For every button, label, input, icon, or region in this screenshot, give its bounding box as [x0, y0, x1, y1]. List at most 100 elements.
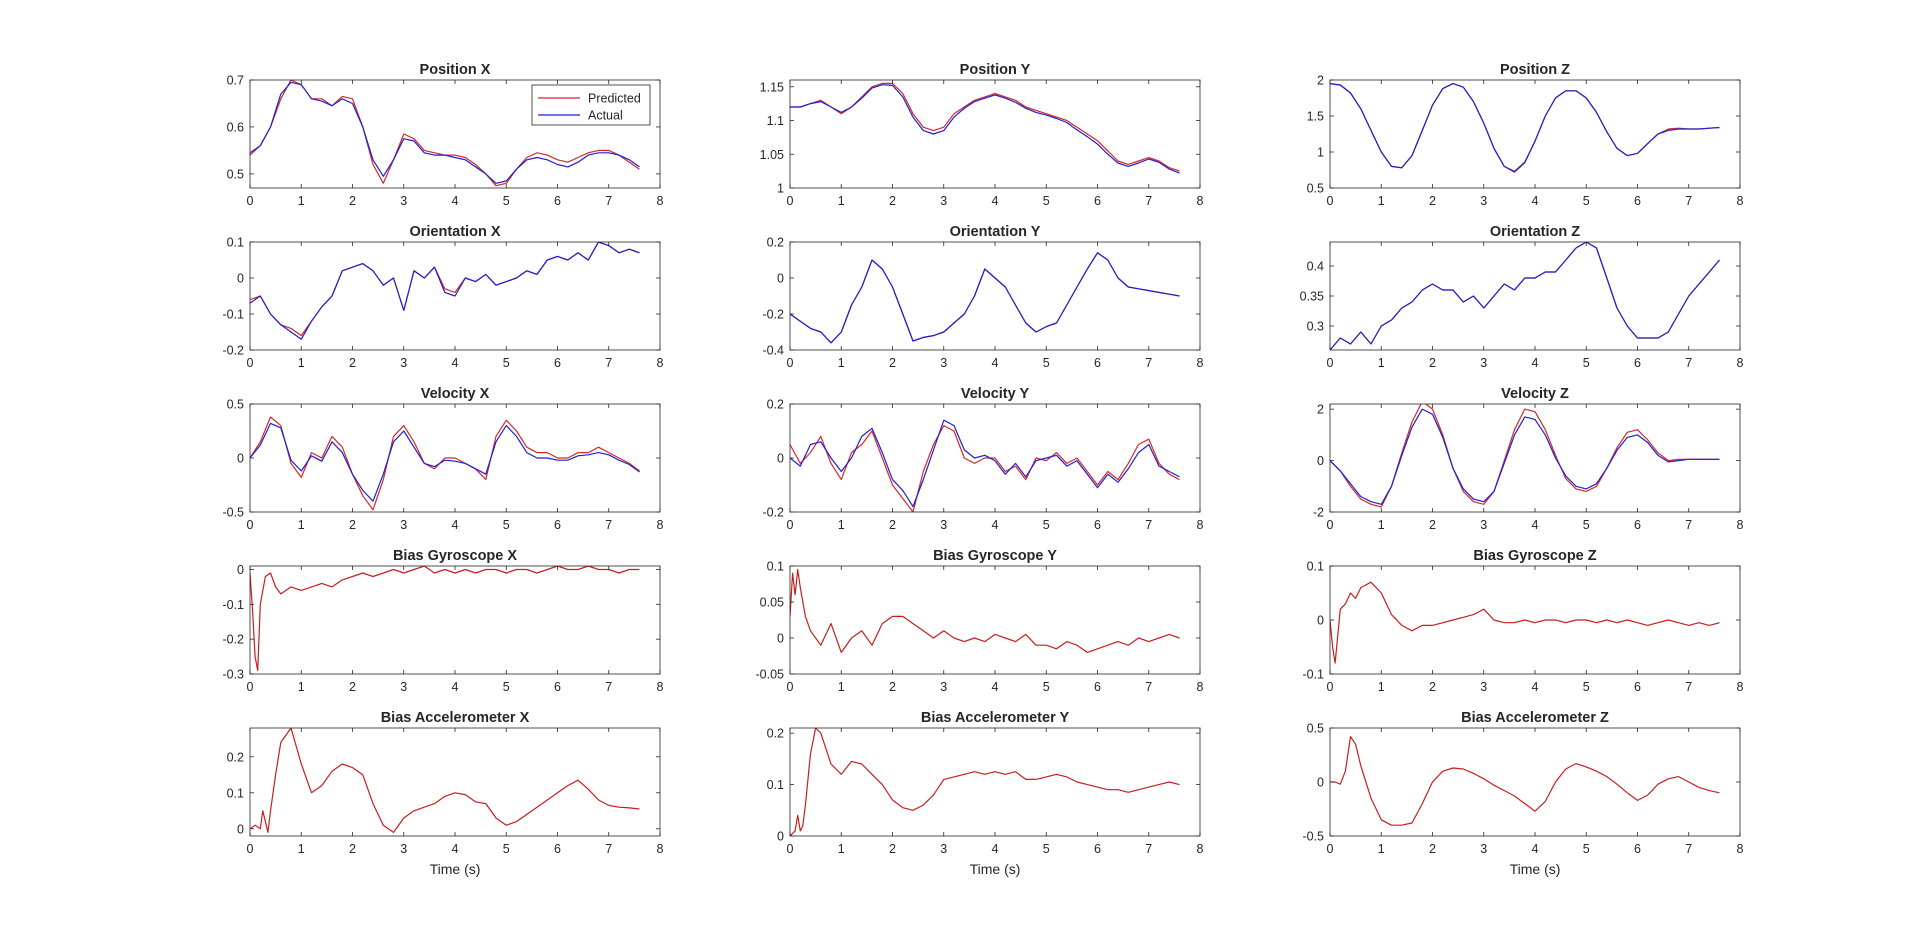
chart-title: Bias Accelerometer X: [381, 710, 530, 726]
x-tick-label: 3: [400, 680, 407, 694]
y-tick-label: 0.1: [1307, 560, 1324, 574]
series-line-actual: [1330, 408, 1720, 505]
chart-bias-gyroscope-x: Bias Gyroscope X 0 1 2 3 4 5 6 7 8 -0.3 -0.2 -0.1 0: [222, 548, 663, 694]
y-tick-label: 0.2: [767, 727, 784, 741]
axes-box: [1329, 241, 1741, 351]
y-tick-label: 1.1: [767, 114, 784, 128]
y-tick-label: 0.1: [767, 560, 784, 574]
chart-velocity-y: Velocity Y0 1 2 3 4 5 6 7 8-0.200.2: [762, 386, 1203, 532]
x-tick-label: 5: [1583, 842, 1590, 856]
chart-title: Bias Accelerometer Y: [921, 710, 1070, 726]
x-tick-label: 3: [940, 680, 947, 694]
x-tick-label: 5: [1043, 194, 1050, 208]
chart-title: Position Y: [960, 62, 1031, 78]
chart-title: Velocity Y: [961, 386, 1030, 402]
x-tick-label: 4: [1532, 680, 1539, 694]
y-tick-label: -0.2: [762, 308, 784, 322]
x-tick-label: 5: [1043, 842, 1050, 856]
y-tick-label: 0.1: [227, 786, 244, 800]
x-tick-label: 8: [1197, 518, 1204, 532]
y-tick-label: 0.5: [1307, 182, 1324, 196]
x-tick-label: 7: [1145, 680, 1152, 694]
x-tick-label: 6: [554, 680, 561, 694]
x-tick-label: 3: [940, 356, 947, 370]
x-tick-label: 8: [657, 680, 664, 694]
series-line-bias: [1330, 581, 1720, 664]
x-tick-label: 6: [1094, 194, 1101, 208]
x-tick-label: 2: [349, 680, 356, 694]
axes-box: [1329, 727, 1741, 837]
y-tick-label: 0: [1317, 454, 1324, 468]
x-tick-label: 2: [1429, 356, 1436, 370]
series-line-actual: [1330, 242, 1720, 350]
y-tick-label: -0.5: [1302, 830, 1324, 844]
y-tick-label: 0.35: [1300, 290, 1324, 304]
x-axis-label: Time (s): [430, 861, 481, 877]
x-tick-label: 4: [992, 680, 999, 694]
x-tick-label: 2: [349, 518, 356, 532]
x-tick-label: 6: [1094, 356, 1101, 370]
series-line-actual: [790, 252, 1180, 344]
y-tick-label: -0.3: [222, 668, 244, 682]
x-tick-label: 1: [838, 842, 845, 856]
x-tick-label: 5: [1043, 518, 1050, 532]
x-tick-label: 7: [605, 842, 612, 856]
series-line-actual: [790, 84, 1180, 174]
series-line-actual: [250, 422, 640, 502]
x-tick-label: 7: [605, 680, 612, 694]
x-tick-label: 7: [1145, 842, 1152, 856]
x-tick-label: 4: [452, 842, 459, 856]
x-tick-label: 1: [838, 680, 845, 694]
x-tick-label: 5: [1043, 680, 1050, 694]
chart-title: Bias Gyroscope Y: [933, 548, 1057, 564]
y-tick-label: 1: [777, 182, 784, 196]
x-tick-label: 6: [1094, 842, 1101, 856]
x-tick-label: 4: [992, 842, 999, 856]
x-tick-label: 5: [1583, 518, 1590, 532]
chart-title: Bias Gyroscope X: [393, 548, 517, 564]
x-tick-label: 3: [940, 194, 947, 208]
x-tick-label: 1: [1378, 680, 1385, 694]
x-tick-label: 7: [605, 356, 612, 370]
chart-title: Bias Gyroscope Z: [1473, 548, 1596, 564]
x-tick-label: 0: [1327, 680, 1334, 694]
axes-box: [249, 727, 661, 837]
x-tick-label: 7: [1685, 356, 1692, 370]
legend-label-predicted: Predicted: [588, 92, 641, 106]
x-tick-label: 4: [1532, 518, 1539, 532]
chart-orientation-y: Orientation Y 0 1 2 3 4 5 6 7 8 -0.4 -0.2 0 0.2: [762, 224, 1203, 370]
chart-velocity-z: Velocity Z0 1 2 3 4 5 6 7 8-202: [1313, 386, 1744, 532]
y-tick-label: -0.1: [1302, 668, 1324, 682]
x-tick-label: 7: [1685, 518, 1692, 532]
x-tick-label: 4: [452, 518, 459, 532]
y-tick-label: -0.1: [222, 598, 244, 612]
x-tick-label: 0: [787, 680, 794, 694]
x-tick-label: 0: [1327, 842, 1334, 856]
series-line-actual: [790, 419, 1180, 508]
x-tick-label: 6: [1634, 194, 1641, 208]
x-tick-label: 2: [889, 356, 896, 370]
x-tick-label: 0: [787, 356, 794, 370]
x-tick-label: 4: [452, 194, 459, 208]
chart-orientation-x: Orientation X 0 1 2 3 4 5 6 7 8 -0.2 -0.1 0 0.1: [222, 224, 663, 370]
x-tick-label: 6: [554, 842, 561, 856]
x-tick-label: 6: [554, 194, 561, 208]
chart-bias-accelerometer-z: Bias Accelerometer Z0 1 2 3 4 5 6 7 8-0.500.5Tim…: [1302, 710, 1743, 877]
x-tick-label: 3: [400, 194, 407, 208]
x-tick-label: 5: [1043, 356, 1050, 370]
y-tick-label: 0: [777, 632, 784, 646]
y-tick-label: 0: [777, 272, 784, 286]
x-tick-label: 6: [1634, 680, 1641, 694]
x-tick-label: 1: [838, 518, 845, 532]
x-tick-label: 7: [1145, 356, 1152, 370]
x-tick-label: 2: [349, 842, 356, 856]
x-tick-label: 3: [400, 518, 407, 532]
axes-box: [1329, 79, 1741, 189]
x-tick-label: 5: [1583, 356, 1590, 370]
x-tick-label: 6: [554, 356, 561, 370]
x-tick-label: 0: [787, 518, 794, 532]
x-tick-label: 1: [838, 194, 845, 208]
y-tick-label: 0: [1317, 614, 1324, 628]
axes-box: [249, 565, 661, 675]
